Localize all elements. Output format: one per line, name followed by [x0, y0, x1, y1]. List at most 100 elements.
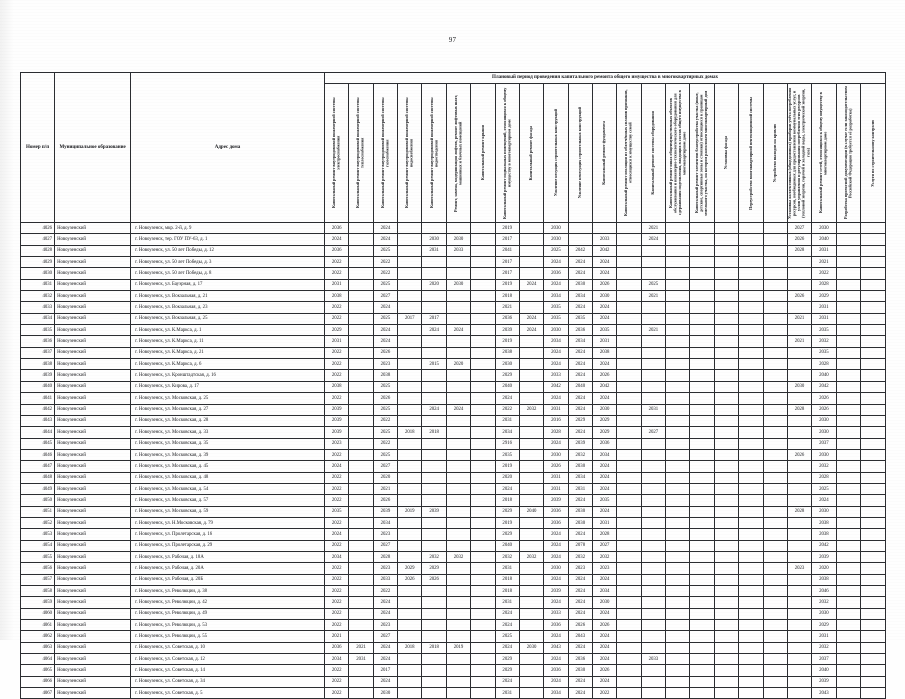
cell-year-work-22: [835, 392, 861, 405]
cell-year-work-4: 2018: [397, 641, 423, 655]
table-row: 4045 Новоузенский г. Новоузенск, ул. Моско…: [19, 437, 887, 450]
cell-year-work-5: [421, 460, 447, 473]
cell-year-work-4: [397, 324, 423, 337]
cell-year-work-15: [665, 267, 691, 280]
cell-year-work-6: 2030: [445, 233, 472, 246]
cell-year-work-8: 2024: [494, 607, 520, 621]
cell-year-work-17: [713, 687, 740, 699]
cell-year-work-11: 2023: [567, 562, 593, 575]
cell-year-work-13: [616, 596, 642, 609]
table-row: 4054 Новоузенский г. Новоузенск, ул. Проле…: [19, 539, 887, 552]
cell-year-work-1: 2036: [324, 641, 350, 655]
cell-year-work-20: [786, 482, 813, 496]
cell-year-work-22: [835, 619, 861, 632]
cell-municipality: Новоузенский: [54, 653, 132, 666]
cell-year-work-4: [397, 244, 423, 258]
cell-year-work-3: 2024: [372, 675, 399, 689]
cell-year-work-7: [470, 414, 496, 428]
cell-municipality: Новоузенский: [54, 596, 132, 609]
cell-year-work-3: 2039: [372, 505, 399, 518]
cell-year-work-7: [470, 437, 496, 450]
cell-year-work-9: [518, 233, 545, 246]
header-work-7: Капитальный ремонт крыши: [470, 83, 496, 223]
table-row: 4027 Новоузенский г. Новоузенск, тер. ГОУ …: [19, 233, 887, 246]
cell-year-work-19: [762, 392, 788, 405]
cell-year-work-14: [640, 244, 667, 258]
cell-year-work-3: 2027: [372, 630, 399, 643]
cell-year-work-15: [665, 641, 691, 655]
cell-year-work-19: [762, 244, 788, 258]
cell-year-work-4: [397, 460, 423, 473]
cell-year-work-21: 2038: [811, 573, 837, 587]
cell-year-work-9: [518, 358, 545, 371]
cell-year-work-16: [689, 596, 715, 609]
cell-year-work-16: [689, 494, 715, 507]
cell-year-work-10: 2030: [543, 324, 569, 337]
cell-row-number: 4060: [19, 607, 56, 621]
cell-year-work-1: 2031: [324, 335, 350, 348]
cell-address: г. Новоузенск, ул. Кронштадтская, д. 16: [130, 369, 326, 382]
cell-year-work-10: 2024: [543, 596, 569, 609]
cell-year-work-14: [640, 448, 667, 462]
cell-year-work-20: [786, 437, 813, 450]
cell-year-work-10: 2024: [543, 675, 569, 689]
cell-year-work-4: 2019: [397, 505, 423, 518]
header-work-6: Ремонт, замена, модернизация лифтов, рем…: [445, 83, 472, 223]
cell-year-work-5: 2024: [421, 324, 447, 337]
table-row: 4032 Новоузенский г. Новоузенск, ул. Вокза…: [19, 290, 887, 303]
cell-address: г. Новоузенск, ул. Вокзальная, д. 25: [130, 312, 326, 326]
cell-year-work-16: [689, 335, 715, 348]
cell-year-work-7: [470, 573, 496, 587]
cell-row-number: 4045: [19, 437, 56, 450]
cell-address: г. Новоузенск, ул. Пролетарская, д. 16: [130, 528, 326, 541]
cell-year-work-3: 2028: [372, 550, 399, 564]
cell-year-work-10: 2024: [543, 346, 569, 360]
cell-year-work-20: 2026: [786, 233, 813, 246]
cell-year-work-16: [689, 346, 715, 360]
header-work-label: Капитальный ремонт внутридомовой инженер…: [355, 97, 366, 209]
table-row: 4058 Новоузенский г. Новоузенск, ул. Револ…: [19, 584, 887, 598]
cell-year-work-6: [445, 448, 472, 462]
cell-year-work-3: 2030: [372, 687, 399, 699]
cell-year-work-1: 2029: [324, 324, 350, 337]
header-work-9: Капитальный ремонт фасада: [518, 83, 545, 223]
cell-year-work-3: 2024: [372, 324, 399, 337]
cell-address: г. Новоузенск, ул. Кирова, д. 17: [130, 380, 326, 394]
cell-row-number: 4039: [19, 369, 56, 382]
cell-year-work-7: [470, 426, 496, 439]
cell-year-work-22: [835, 607, 861, 621]
cell-year-work-15: [665, 675, 691, 689]
cell-year-work-19: [762, 675, 788, 689]
cell-year-work-15: [665, 290, 691, 303]
cell-year-work-19: [762, 641, 788, 655]
cell-year-work-7: [470, 358, 496, 371]
cell-year-work-7: [470, 471, 496, 484]
cell-year-work-5: [421, 607, 447, 621]
cell-year-work-7: [470, 619, 496, 632]
cell-year-work-17: [713, 221, 740, 235]
cell-year-work-6: [445, 369, 472, 382]
cell-year-work-8: 2030: [494, 358, 520, 371]
cell-year-work-12: 2024: [591, 301, 618, 314]
cell-year-work-17: [713, 539, 740, 552]
cell-year-work-11: 2024: [567, 607, 593, 621]
cell-year-work-6: [445, 619, 472, 632]
cell-year-work-17: [713, 437, 740, 450]
table-row: 4056 Новоузенский г. Новоузенск, ул. Рабоч…: [19, 562, 887, 575]
cell-year-work-9: [518, 516, 545, 530]
cell-year-work-8: 2040: [494, 380, 520, 394]
cell-year-work-9: 2024: [518, 278, 545, 292]
cell-year-work-20: [786, 584, 813, 598]
cell-year-work-20: [786, 528, 813, 541]
table-row: 4059 Новоузенский г. Новоузенск, ул. Револ…: [19, 596, 887, 609]
cell-year-work-11: 2024: [567, 256, 593, 269]
cell-year-work-13: [616, 607, 642, 621]
cell-year-work-23: [859, 324, 887, 337]
cell-year-work-14: [640, 380, 667, 394]
cell-year-work-12: 2030: [591, 290, 618, 303]
cell-year-work-13: [616, 244, 642, 258]
cell-year-work-13: [616, 414, 642, 428]
cell-year-work-11: [567, 221, 593, 235]
cell-year-work-5: [421, 437, 447, 450]
capital-repair-schedule-table: Номер п/п Муниципальное образование Адре…: [19, 72, 887, 699]
